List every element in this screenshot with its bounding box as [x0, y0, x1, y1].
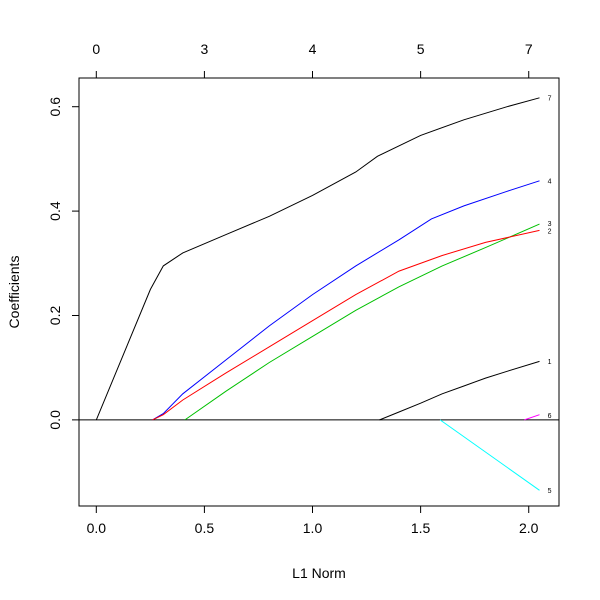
y-tick-label: 0.4 — [47, 201, 63, 221]
series-label-7: 7 — [548, 95, 552, 102]
top-tick-label: 3 — [201, 41, 209, 57]
series-path-7 — [95, 97, 540, 421]
y-axis-title: Coefficients — [6, 256, 22, 329]
y-tick-label: 0.6 — [47, 97, 63, 117]
top-tick-label: 0 — [92, 41, 100, 57]
y-tick-label: 0.2 — [47, 306, 63, 326]
series-label-2: 2 — [548, 228, 552, 235]
plot-frame — [78, 77, 560, 507]
series-label-4: 4 — [548, 178, 552, 185]
y-tick-label: 0.0 — [47, 410, 63, 430]
series-path-2 — [152, 229, 540, 421]
x-axis-title: L1 Norm — [292, 565, 346, 581]
top-tick-label: 7 — [525, 41, 533, 57]
series-path-6 — [524, 414, 540, 421]
series-path-1 — [379, 360, 540, 421]
series-label-3: 3 — [548, 221, 552, 228]
axes: 0.0 0.5 1.0 1.5 2.0 0 3 4 5 7 0.0 0.2 0.4 0.6 — [47, 41, 539, 536]
coefficient-paths — [95, 97, 540, 491]
series-path-4 — [152, 180, 540, 421]
series-label-5: 5 — [548, 488, 552, 495]
top-tick-label: 4 — [309, 41, 317, 57]
series-path-3 — [184, 223, 540, 421]
x-tick-label: 1.0 — [303, 520, 323, 536]
x-tick-label: 0.0 — [87, 520, 107, 536]
series-label-6: 6 — [548, 413, 552, 420]
series-end-labels: 7 4 32 1 6 5 — [548, 95, 552, 495]
x-tick-label: 2.0 — [519, 520, 539, 536]
top-tick-label: 5 — [417, 41, 425, 57]
series-label-1: 1 — [548, 359, 552, 366]
series-path-5 — [439, 419, 540, 491]
x-tick-label: 0.5 — [195, 520, 215, 536]
x-tick-label: 1.5 — [411, 520, 431, 536]
